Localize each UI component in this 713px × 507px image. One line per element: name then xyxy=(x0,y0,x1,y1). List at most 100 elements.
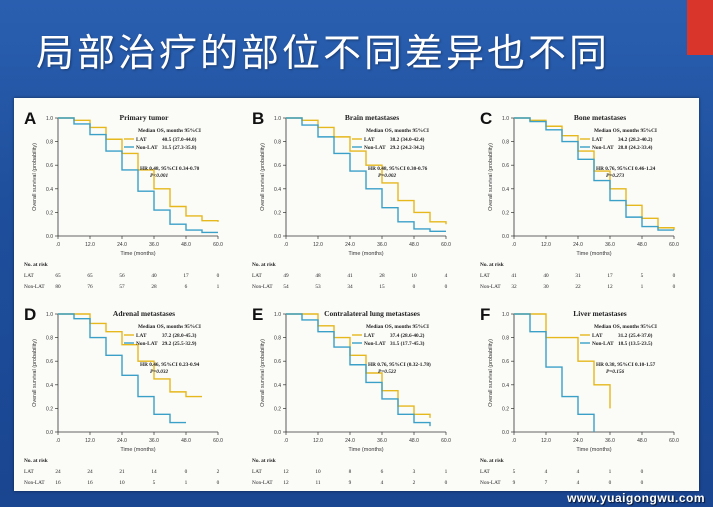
risk-count: 4 xyxy=(381,480,384,486)
x-tick-label: 36.0 xyxy=(377,242,387,248)
y-tick-label: 0.2 xyxy=(502,210,509,216)
legend-title: Median OS, months 95%CI xyxy=(366,324,429,330)
y-tick-label: 1.0 xyxy=(274,312,281,318)
legend-median: 34.2 (28.2-40.2) xyxy=(618,136,653,143)
risk-count: 1 xyxy=(217,284,220,290)
x-tick-label: 60.0 xyxy=(441,242,451,248)
y-tick-label: 0.8 xyxy=(502,336,509,342)
risk-count: 31 xyxy=(575,273,581,279)
risk-count: 65 xyxy=(87,273,93,279)
survival-curve-non-lat xyxy=(286,117,446,232)
y-tick-label: 0.0 xyxy=(274,430,281,436)
y-tick-label: 0.8 xyxy=(274,140,281,146)
x-tick-label: 48.0 xyxy=(409,242,419,248)
survival-curve-non-lat xyxy=(514,117,674,231)
x-tick-label: 12.0 xyxy=(85,438,95,444)
risk-count: 8 xyxy=(349,469,352,475)
risk-count: 40 xyxy=(543,273,549,279)
legend-median: 37.4 (28.6-40.2) xyxy=(390,332,425,339)
panel-title: Liver metastases xyxy=(573,309,626,318)
risk-count: 1 xyxy=(609,469,612,475)
legend-series-name: Non-LAT xyxy=(592,341,614,347)
legend-series-name: LAT xyxy=(136,333,147,339)
risk-count: 56 xyxy=(119,273,125,279)
risk-count: 80 xyxy=(55,284,61,290)
panel-title: Adrenal metastases xyxy=(113,309,175,318)
p-value-text: P<0.001 xyxy=(150,173,169,179)
risk-count: 2 xyxy=(217,469,220,475)
x-tick-label: .0 xyxy=(512,438,516,444)
y-tick-label: 0.6 xyxy=(274,163,281,169)
x-tick-label: 36.0 xyxy=(605,242,615,248)
risk-table-header: No. at risk xyxy=(252,262,276,268)
risk-count: 0 xyxy=(217,480,220,486)
y-tick-label: 0.8 xyxy=(274,336,281,342)
survival-curve-non-lat xyxy=(58,117,218,234)
x-tick-label: 48.0 xyxy=(181,438,191,444)
panel-title: Primary tumor xyxy=(120,113,170,122)
risk-count: 24 xyxy=(55,469,61,475)
risk-count: 41 xyxy=(511,273,517,279)
panel-e: E Contralateral lung metastases0.00.20.40… xyxy=(252,305,451,486)
legend-median: 29.2 (25.5-32.9) xyxy=(162,340,197,347)
x-tick-label: .0 xyxy=(56,438,60,444)
risk-count: 41 xyxy=(347,273,353,279)
risk-count: 21 xyxy=(119,469,125,475)
risk-count: 0 xyxy=(641,469,644,475)
risk-count: 22 xyxy=(575,284,581,290)
y-tick-label: 0.2 xyxy=(274,406,281,412)
risk-count: 0 xyxy=(673,273,676,279)
x-tick-label: 60.0 xyxy=(669,438,679,444)
x-tick-label: 36.0 xyxy=(149,242,159,248)
x-tick-label: .0 xyxy=(284,242,288,248)
risk-row-group: Non-LAT xyxy=(480,480,501,486)
panel-letter: E xyxy=(252,305,263,324)
y-tick-label: 0.0 xyxy=(46,234,53,240)
y-tick-label: 0.0 xyxy=(274,234,281,240)
risk-count: 17 xyxy=(183,273,189,279)
risk-table-header: No. at risk xyxy=(252,458,276,464)
panel-f: F Liver metastases 0.0 0.2 0.4 0.6 0.8 1.0 .0 12.… xyxy=(480,305,679,486)
y-tick-label: 0.8 xyxy=(502,140,509,146)
x-axis-label: Time (months) xyxy=(348,251,383,257)
x-tick-label: 36.0 xyxy=(377,438,387,444)
risk-count: 0 xyxy=(445,480,448,486)
panel-d: D Adrenal metastases 0.0 0.2 0.4 0.6 0.8 1.0 .0 1… xyxy=(24,305,223,486)
x-tick-label: 36.0 xyxy=(149,438,159,444)
site-watermark: www.yuaigongwu.com xyxy=(567,491,705,505)
panel-title: Brain metastases xyxy=(345,113,399,122)
x-tick-label: 12.0 xyxy=(313,242,323,248)
risk-count: 5 xyxy=(153,480,156,486)
survival-curve-lat xyxy=(286,117,447,225)
legend-median: 37.2 (28.0-45.3) xyxy=(162,332,197,339)
legend-series-name: LAT xyxy=(364,333,375,339)
panel-letter: D xyxy=(24,305,36,324)
risk-table-header: No. at risk xyxy=(480,262,504,268)
hazard-ratio-text: HR 0.48, 95%CI 0.30-0.76 xyxy=(368,166,428,172)
legend-median: 31.5 (17.7-45.3) xyxy=(390,340,425,347)
hazard-ratio-text: HR 0.38, 95%CI 0.10-1.57 xyxy=(596,362,656,368)
x-tick-label: 36.0 xyxy=(605,438,615,444)
p-value-text: P=0.273 xyxy=(606,173,625,179)
x-axis-label: Time (months) xyxy=(120,251,155,257)
x-tick-label: 60.0 xyxy=(213,242,223,248)
risk-count: 49 xyxy=(283,273,289,279)
risk-count: 2 xyxy=(413,480,416,486)
legend-title: Median OS, months 95%CI xyxy=(366,128,429,134)
y-tick-label: 1.0 xyxy=(502,116,509,122)
risk-count: 15 xyxy=(379,284,385,290)
x-tick-label: 48.0 xyxy=(637,438,647,444)
x-tick-label: 12.0 xyxy=(541,438,551,444)
risk-count: 12 xyxy=(283,480,289,486)
x-tick-label: 24.0 xyxy=(117,242,127,248)
risk-count: 12 xyxy=(283,469,289,475)
risk-count: 1 xyxy=(185,480,188,486)
y-tick-label: 0.6 xyxy=(502,359,509,365)
panel-c: C Bone metastases 0.0 0.2 0.4 0.6 0.8 1.0 .0 12.0… xyxy=(480,109,679,290)
risk-count: 30 xyxy=(543,284,549,290)
risk-count: 4 xyxy=(445,273,448,279)
legend-series-name: Non-LAT xyxy=(136,145,158,151)
risk-count: 11 xyxy=(315,480,320,486)
y-tick-label: 0.4 xyxy=(502,383,509,389)
